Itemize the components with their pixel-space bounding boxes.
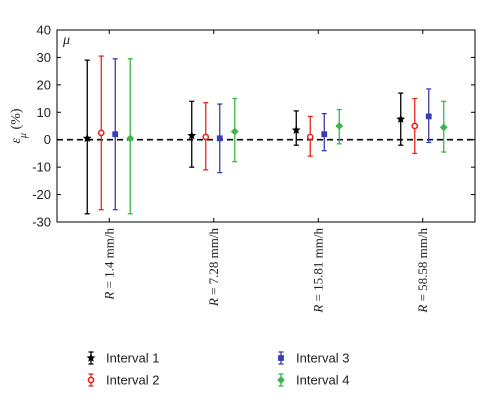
error-bar <box>335 108 344 145</box>
legend-label: Interval 1 <box>106 351 159 366</box>
y-tick-label: -30 <box>32 215 51 230</box>
mean-marker <box>202 133 210 141</box>
mean-marker <box>126 134 135 143</box>
error-bar <box>439 100 448 153</box>
error-bar <box>126 58 135 215</box>
error-bar <box>321 113 328 152</box>
mean-marker <box>230 127 239 136</box>
mean-marker <box>187 130 197 140</box>
mean-marker <box>425 113 432 120</box>
error-bar <box>97 55 105 211</box>
legend-marker <box>87 376 95 384</box>
mean-marker <box>216 135 223 142</box>
y-tick-label: 0 <box>44 132 51 147</box>
error-bar <box>396 92 406 146</box>
mean-marker <box>335 122 344 130</box>
mean-marker <box>439 123 448 132</box>
mean-marker <box>82 133 92 143</box>
y-tick-label: 40 <box>37 23 51 38</box>
error-bar <box>411 97 419 155</box>
mu-annotation: μ <box>62 33 70 48</box>
mean-marker <box>396 114 406 123</box>
legend-item: Interval 3 <box>278 351 349 366</box>
x-category-label: R = 15.81 mm/h <box>310 228 325 314</box>
error-bar <box>216 103 223 174</box>
mean-marker <box>291 125 301 134</box>
error-bar <box>82 59 92 215</box>
error-bar <box>230 97 239 163</box>
error-bar <box>291 110 301 146</box>
legend-marker <box>277 376 285 384</box>
legend-label: Interval 3 <box>296 351 349 366</box>
x-category-label: R = 7.28 mm/h <box>206 228 221 308</box>
y-tick-label: 20 <box>37 77 51 92</box>
x-category-label: R = 1.4 mm/h <box>101 228 116 301</box>
y-axis-label: εμ (%) <box>9 108 29 143</box>
x-category-label: R = 58.58 mm/h <box>415 228 430 314</box>
legend-marker <box>278 355 284 361</box>
legend-label: Interval 4 <box>296 373 349 388</box>
mean-marker <box>321 131 328 138</box>
legend-item: Interval 1 <box>86 351 159 366</box>
mean-marker <box>112 131 119 138</box>
y-tick-label: 10 <box>37 105 51 120</box>
plot-frame <box>56 29 476 223</box>
y-tick-label: 30 <box>37 50 51 65</box>
mean-marker <box>306 133 314 141</box>
error-bar <box>112 58 119 211</box>
error-bar <box>202 102 210 171</box>
legend-item: Interval 2 <box>87 373 159 388</box>
legend-marker <box>86 353 96 362</box>
error-bar <box>187 100 197 168</box>
mean-marker <box>411 122 419 130</box>
error-bar <box>425 88 432 144</box>
mean-marker <box>97 129 105 137</box>
legend-item: Interval 4 <box>277 373 349 388</box>
y-tick-label: -20 <box>32 187 51 202</box>
error-bar <box>306 115 314 157</box>
legend-label: Interval 2 <box>106 373 159 388</box>
y-tick-label: -10 <box>32 160 51 175</box>
